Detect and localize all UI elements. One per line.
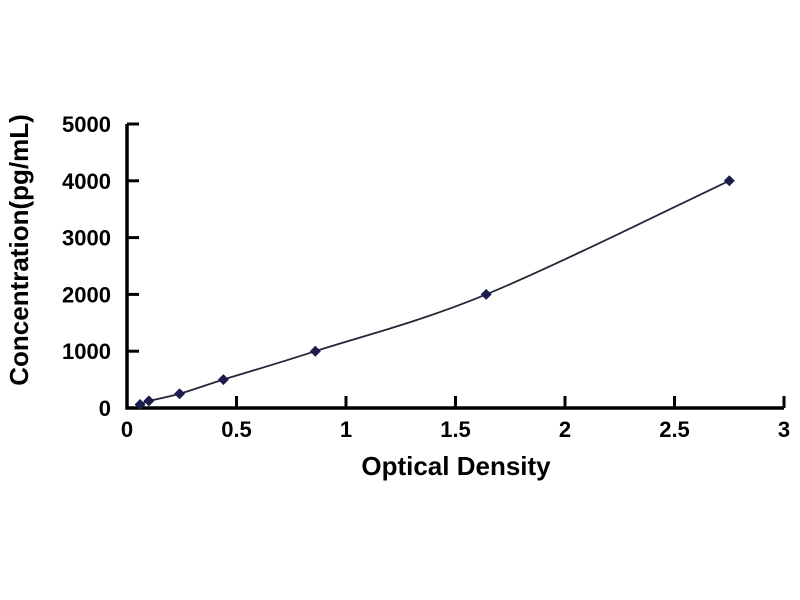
y-tick-label: 2000: [62, 282, 111, 307]
x-tick-label: 3: [778, 417, 790, 442]
data-point-marker: [723, 175, 735, 187]
axes-lines: [125, 124, 784, 410]
y-tick-label: 0: [99, 396, 111, 421]
x-axis-title: Optical Density: [361, 451, 551, 481]
x-tick-label: 0: [121, 417, 133, 442]
curve-line: [139, 179, 730, 406]
data-point-marker: [309, 345, 321, 357]
y-tick-label: 5000: [62, 112, 111, 137]
y-tick-label: 3000: [62, 226, 111, 251]
data-point-marker: [134, 399, 146, 410]
x-tick-label: 1: [340, 417, 352, 442]
x-tick-label: 0.5: [221, 417, 252, 442]
y-tick-label: 1000: [62, 339, 111, 364]
data-point-marker: [480, 288, 492, 300]
data-point-marker: [143, 395, 155, 407]
x-tick-label: 2: [559, 417, 571, 442]
y-axis-title: Concentration(pg/mL): [4, 114, 34, 386]
data-point-marker: [217, 374, 229, 386]
x-tick-label: 1.5: [440, 417, 471, 442]
y-tick-label: 4000: [62, 169, 111, 194]
x-tick-label: 2.5: [659, 417, 690, 442]
data-point-marker: [174, 388, 186, 400]
